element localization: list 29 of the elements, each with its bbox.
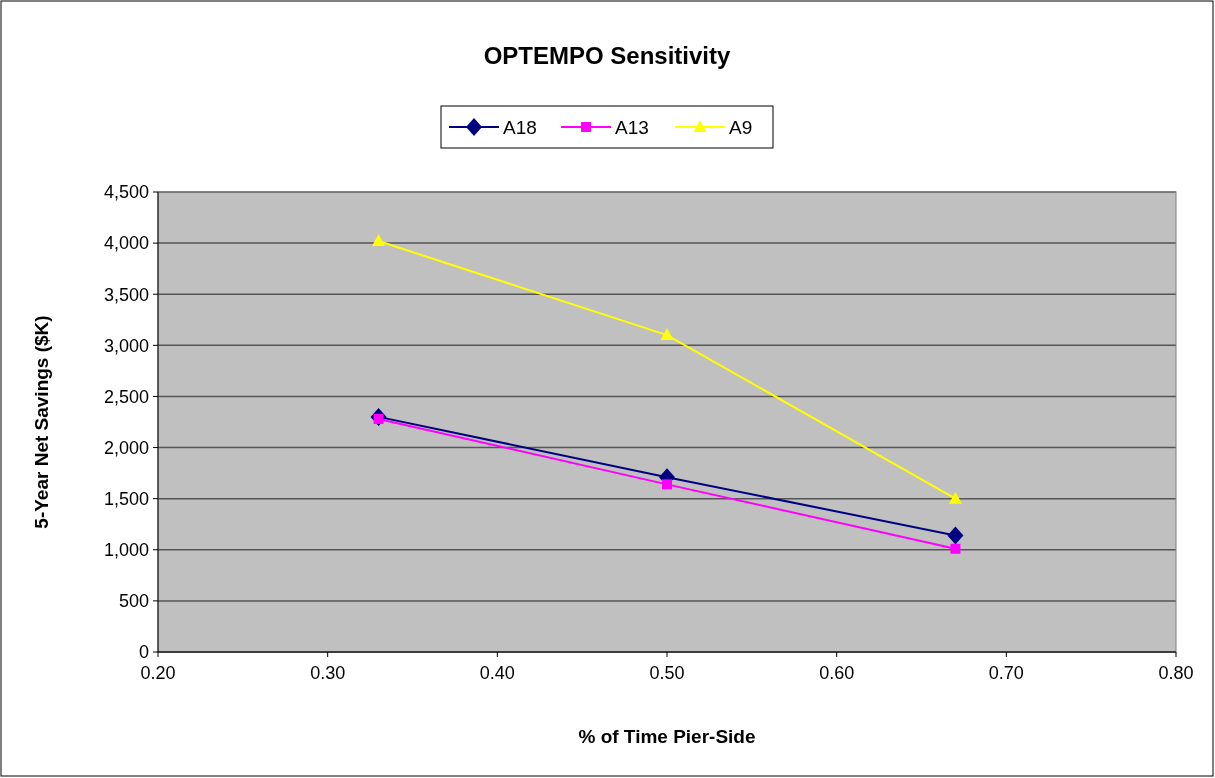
point bbox=[660, 328, 674, 341]
y-axis-title: 5-Year Net Savings ($K) bbox=[31, 315, 52, 529]
point bbox=[662, 479, 672, 490]
x-tick-label: 0.70 bbox=[988, 663, 1024, 683]
y-tick-label: 4,500 bbox=[103, 182, 149, 203]
x-tick-label: 0.60 bbox=[819, 663, 855, 683]
legend-label: A18 bbox=[503, 116, 537, 138]
x-tick-label: 0.20 bbox=[140, 663, 176, 683]
x-tick-label: 0.50 bbox=[649, 663, 685, 683]
y-tick-label: 1,500 bbox=[103, 488, 149, 509]
x-tick-label: 0.80 bbox=[1158, 663, 1194, 683]
point bbox=[950, 543, 961, 554]
x-axis-title: % of Time Pier-Side bbox=[578, 726, 756, 747]
y-tick-label: 0 bbox=[138, 642, 149, 663]
y-tick-label: 4,000 bbox=[103, 233, 149, 254]
y-tick-label: 3,000 bbox=[103, 335, 149, 356]
x-tick-label: 0.30 bbox=[310, 663, 346, 683]
legend-label: A9 bbox=[729, 116, 753, 138]
legend-label: A13 bbox=[615, 116, 649, 138]
point bbox=[948, 491, 962, 504]
y-tick-label: 500 bbox=[118, 591, 149, 612]
chart-title: OPTEMPO Sensitivity bbox=[483, 42, 732, 69]
y-tick-label: 1,000 bbox=[103, 540, 149, 561]
y-tick-label: 2,500 bbox=[103, 386, 149, 407]
point bbox=[372, 234, 386, 247]
x-tick-label: 0.40 bbox=[479, 663, 515, 683]
point bbox=[947, 526, 964, 545]
y-tick-label: 2,000 bbox=[103, 437, 149, 458]
y-tick-label: 3,500 bbox=[103, 284, 149, 305]
